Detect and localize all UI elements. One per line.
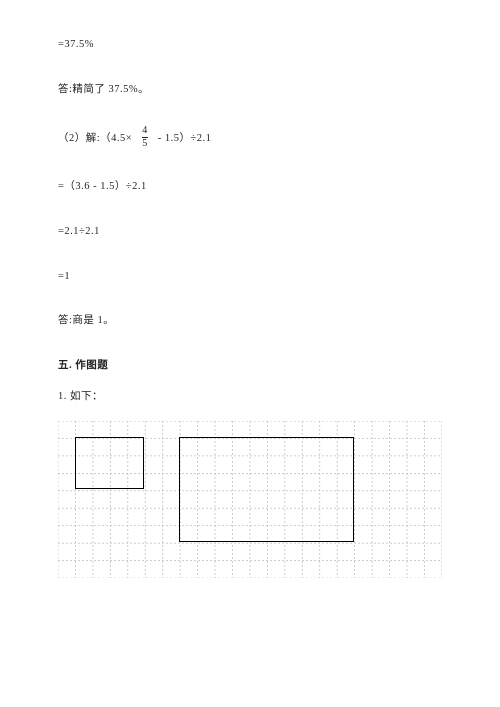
fraction-numerator: 4 [142,126,148,137]
drawing-area [58,421,442,578]
calc-line-5: =1 [58,270,442,285]
answer-line-2: 答:商是 1。 [58,314,442,329]
calc-line-2: （2）解:（4.5× 4 5 - 1.5）÷2.1 [58,127,442,150]
calc-line-1: =37.5% [58,38,442,53]
grid-rect-2 [179,437,354,542]
fraction-denominator: 5 [142,137,148,149]
grid-rect-1 [75,437,145,489]
calc-line-4: =2.1÷2.1 [58,225,442,240]
section-heading: 五. 作图题 [58,359,442,374]
calc-line-2-pre: （2）解:（4.5× [58,132,132,147]
fraction-4-5: 4 5 [142,126,148,149]
calc-line-3: =（3.6 - 1.5）÷2.1 [58,180,442,195]
section-subline: 1. 如下： [58,390,442,405]
answer-line-1: 答:精简了 37.5%。 [58,83,442,98]
calc-line-2-post: - 1.5）÷2.1 [158,132,212,147]
grid [58,421,442,578]
